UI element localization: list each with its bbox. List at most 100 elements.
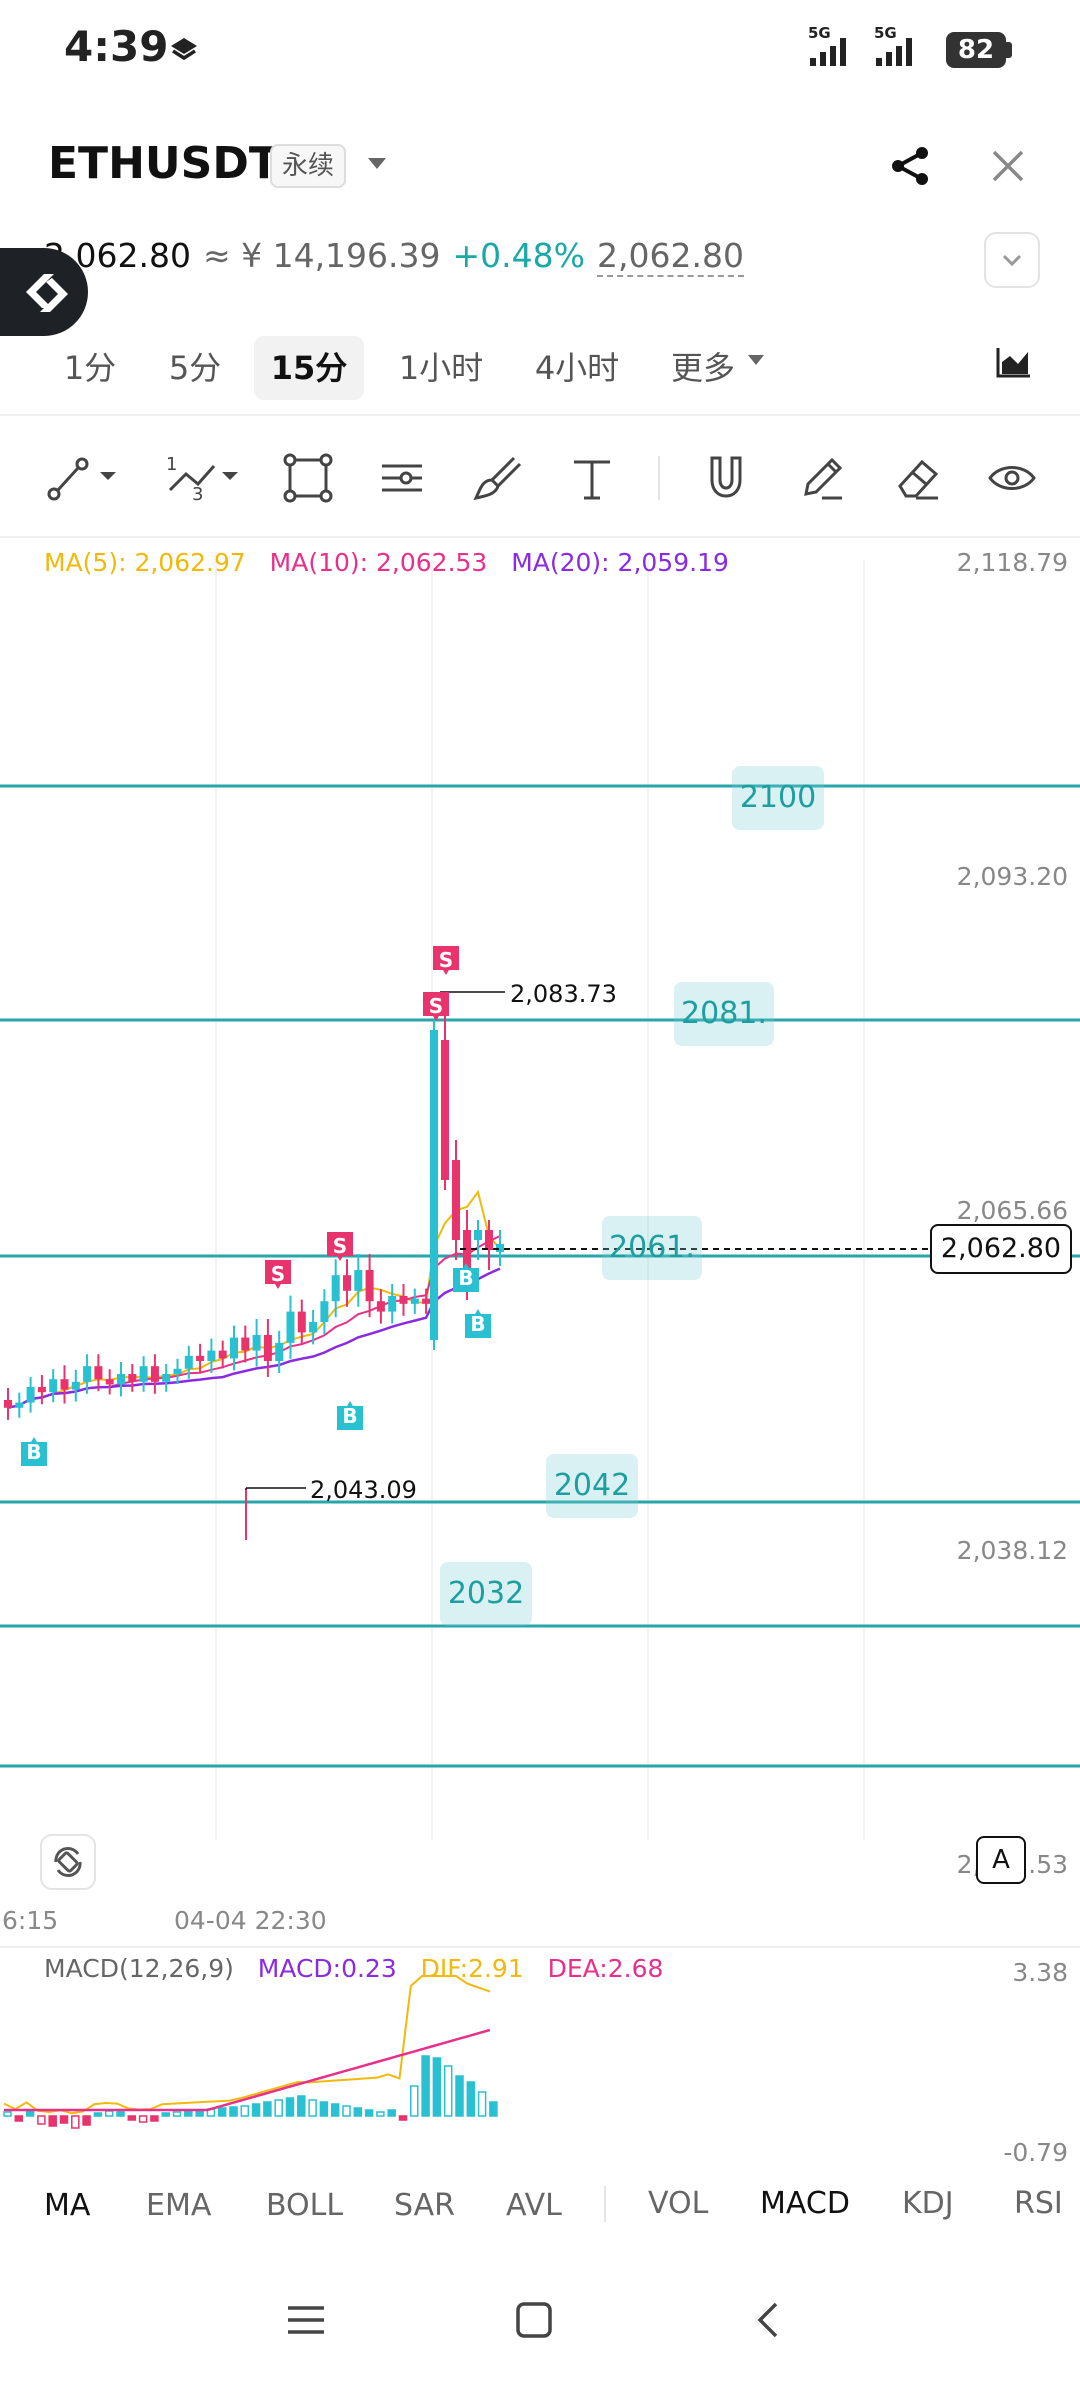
candle: [4, 1388, 12, 1420]
parallel-lines-tool-icon[interactable]: [376, 450, 428, 510]
text-tool-icon[interactable]: [566, 450, 618, 510]
macd-chart[interactable]: [0, 1946, 1080, 2166]
candle: [218, 1340, 227, 1369]
macd-bar: [489, 2101, 498, 2117]
dea-value: DEA:2.68: [547, 1954, 664, 1983]
buy-marker: B: [453, 1263, 479, 1292]
divider: [0, 536, 1080, 538]
hline-label-2081[interactable]: 2081.: [674, 982, 774, 1046]
macd-bar: [477, 2091, 487, 2117]
indicator-tab-rsi[interactable]: RSI: [1014, 2186, 1063, 2221]
indicator-tab-macd[interactable]: MACD: [760, 2186, 850, 2221]
macd-axis-label: -0.79: [1003, 2138, 1068, 2167]
macd-bar: [364, 2109, 374, 2117]
caret-down-icon[interactable]: [368, 158, 386, 169]
macd-bar: [285, 2097, 295, 2117]
price-axis-label: 2,038.12: [956, 1536, 1068, 1565]
candle: [485, 1220, 493, 1270]
contract-type-badge[interactable]: 永续: [270, 144, 347, 188]
time-axis-label: 6:15: [2, 1906, 59, 1935]
tab-1m[interactable]: 1分: [63, 349, 117, 387]
candle: [263, 1319, 272, 1377]
macd-bar: [398, 2115, 408, 2121]
trendline-tool-icon[interactable]: [46, 450, 118, 510]
expand-button[interactable]: [984, 232, 1040, 288]
close-icon[interactable]: [988, 146, 1028, 190]
indicator-tab-vol[interactable]: VOL: [648, 2186, 709, 2221]
macd-bar: [3, 2111, 12, 2117]
candle: [399, 1284, 408, 1316]
low-label: 2,043.09: [310, 1476, 417, 1504]
marker-label: S: [439, 948, 453, 972]
candle: [286, 1295, 295, 1359]
indicator-tab-avl[interactable]: AVL: [506, 2188, 562, 2223]
sell-marker: S: [265, 1260, 291, 1289]
candle: [320, 1289, 329, 1334]
candle: [275, 1330, 284, 1373]
price-axis-label: 2,065.66: [956, 1196, 1068, 1225]
area-chart-icon[interactable]: [994, 344, 1034, 384]
dea-line: [4, 2028, 491, 2112]
rectangle-tool-icon[interactable]: [282, 450, 334, 510]
buy-marker: B: [21, 1437, 47, 1466]
buy-marker: B: [337, 1401, 363, 1430]
symbol-title[interactable]: ETHUSDT: [48, 138, 279, 189]
bitget-float-button[interactable]: [0, 248, 88, 336]
dif-value: DIF:2.91: [420, 1954, 524, 1983]
ma10-legend: MA(10): 2,062.53: [269, 548, 488, 577]
candle: [196, 1343, 205, 1373]
macd-bar: [432, 2057, 442, 2117]
battery-icon: 82: [946, 32, 1006, 68]
candle: [309, 1310, 318, 1345]
eraser-icon[interactable]: [892, 450, 944, 510]
tab-4h[interactable]: 4小时: [534, 349, 620, 387]
macd-bar: [172, 2111, 182, 2117]
indicator-tab-kdj[interactable]: KDJ: [902, 2186, 954, 2221]
macd-bar: [263, 2101, 272, 2117]
indicator-tab-sar[interactable]: SAR: [394, 2188, 455, 2223]
auto-scale-button[interactable]: A: [976, 1836, 1026, 1884]
tab-1h[interactable]: 1小时: [398, 349, 484, 387]
rotate-screen-button[interactable]: [40, 1834, 96, 1890]
price-change: +0.48%: [452, 236, 586, 275]
high-label: 2,083.73: [510, 980, 617, 1008]
tab-more[interactable]: 更多: [670, 349, 735, 387]
hline-label-2061[interactable]: 2061.: [602, 1216, 702, 1280]
share-icon[interactable]: [888, 146, 932, 190]
macd-bar: [48, 2115, 57, 2127]
macd-bar: [229, 2106, 238, 2117]
indicator-tab-boll[interactable]: BOLL: [266, 2188, 344, 2223]
eye-icon[interactable]: [986, 450, 1038, 510]
pencil-icon[interactable]: [796, 450, 848, 510]
candle: [343, 1259, 351, 1307]
back-icon[interactable]: [746, 2298, 790, 2346]
hline-label-2100[interactable]: 2100: [732, 766, 824, 830]
macd-bar: [274, 2099, 283, 2117]
macd-bar: [376, 2111, 385, 2117]
tab-15m[interactable]: 15分: [254, 336, 364, 400]
candle: [430, 1020, 438, 1350]
caret-down-icon[interactable]: [748, 355, 764, 365]
candle: [331, 1259, 340, 1318]
indicator-tab-ma[interactable]: MA: [44, 2188, 91, 2223]
magnet-icon[interactable]: [700, 450, 752, 510]
indicator-tab-ema[interactable]: EMA: [146, 2188, 212, 2223]
mark-price[interactable]: 2,062.80: [597, 236, 744, 277]
candle: [173, 1358, 182, 1384]
candle: [241, 1325, 250, 1363]
candle: [37, 1375, 46, 1405]
macd-legend: MACD(12,26,9) MACD:0.23 DIF:2.91 DEA:2.6…: [44, 1954, 663, 1983]
menu-icon[interactable]: [284, 2298, 328, 2346]
sell-marker: S: [327, 1232, 353, 1261]
chevron-down-icon: [1002, 254, 1022, 267]
buy-marker: B: [465, 1309, 491, 1338]
candle: [150, 1354, 159, 1394]
tab-5m[interactable]: 5分: [168, 349, 222, 387]
hline-label-2032[interactable]: 2032: [440, 1562, 532, 1626]
home-icon[interactable]: [512, 2298, 556, 2346]
brush-tool-icon[interactable]: [470, 450, 522, 510]
hline-label-2042[interactable]: 2042: [546, 1454, 638, 1518]
